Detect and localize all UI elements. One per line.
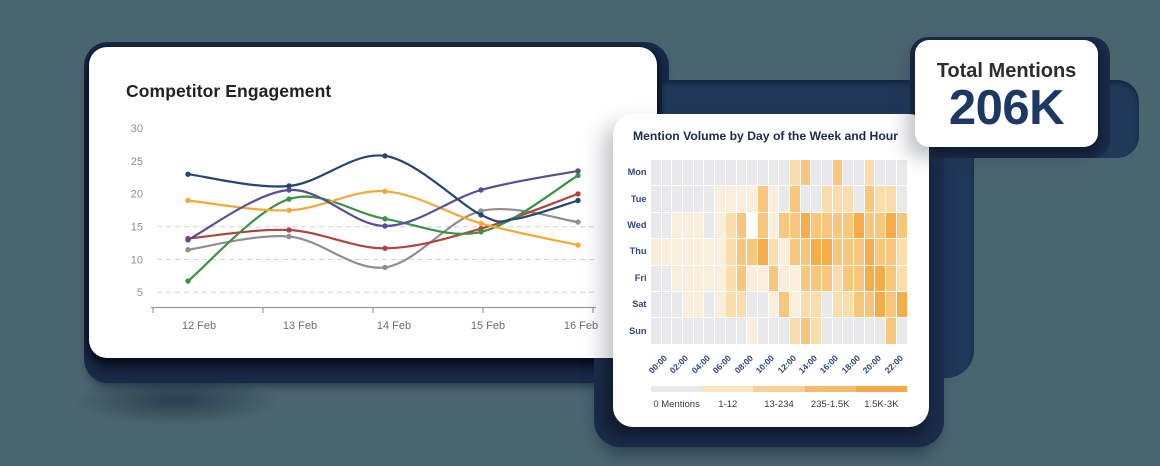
svg-text:12 Feb: 12 Feb	[182, 320, 216, 332]
svg-text:10: 10	[131, 254, 143, 266]
svg-text:15 Feb: 15 Feb	[471, 320, 505, 332]
svg-text:25: 25	[131, 156, 143, 168]
svg-text:20: 20	[131, 189, 143, 201]
svg-text:30: 30	[131, 123, 143, 135]
svg-text:15: 15	[131, 222, 143, 234]
svg-text:14 Feb: 14 Feb	[377, 320, 411, 332]
svg-text:13 Feb: 13 Feb	[283, 320, 317, 332]
svg-text:5: 5	[137, 287, 143, 299]
svg-text:16 Feb: 16 Feb	[564, 320, 598, 332]
